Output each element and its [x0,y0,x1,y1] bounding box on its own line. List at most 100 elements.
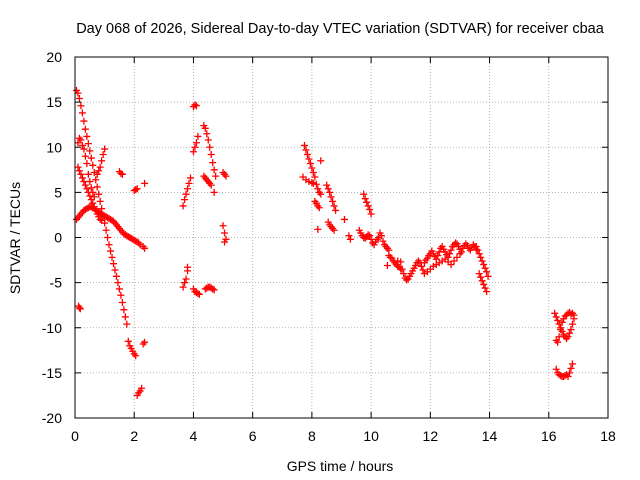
data-point-marker [80,178,88,186]
data-point-marker [212,172,220,180]
data-point-marker [195,290,203,298]
data-point-marker [398,265,406,273]
data-point-marker [194,132,202,140]
data-point-marker [567,326,575,334]
data-point-marker [330,226,338,234]
data-point-marker [95,167,103,175]
data-point-marker [184,267,192,275]
data-point-marker [189,148,197,156]
data-point-marker [340,215,348,223]
data-point-marker [452,239,460,247]
data-point-marker [555,333,563,341]
data-point-marker [309,169,317,177]
data-point-marker [480,280,488,288]
data-point-marker [367,235,375,243]
data-point-marker [105,241,113,249]
data-point-marker [192,102,200,110]
data-point-marker [181,196,189,204]
data-point-marker [101,145,109,153]
data-point-marker [366,206,374,214]
data-point-marker [96,215,104,223]
data-point-marker [563,311,571,319]
data-point-marker [434,252,442,260]
axis-ticks [74,56,609,419]
data-point-marker [456,250,464,258]
x-tick-label: 4 [190,428,198,444]
data-point-marker [83,132,91,140]
x-tick-label: 6 [249,428,257,444]
data-point-marker [311,173,319,181]
data-point-marker [89,188,97,196]
data-point-marker [81,125,89,133]
data-point-marker [191,143,199,151]
data-point-marker [446,250,454,258]
y-axis-label: SDTVAR / TECUs [7,182,23,294]
data-point-marker [78,141,86,149]
data-point-marker [87,184,95,192]
data-point-marker [564,333,572,341]
data-point-marker [477,273,485,281]
x-tick-label: 14 [482,428,498,444]
data-point-marker [114,279,122,287]
data-point-marker [566,369,574,377]
data-point-marker [566,329,574,337]
data-point-marker [560,315,568,323]
data-point-marker [386,253,394,261]
data-point-marker [450,257,458,265]
data-point-marker [308,164,316,172]
data-point-marker [206,143,214,151]
data-point-marker [323,181,331,189]
data-point-marker [120,306,128,314]
data-point-marker [201,124,209,132]
data-point-marker [557,326,565,334]
data-point-marker [83,159,91,167]
data-point-marker [558,318,566,326]
data-point-marker [453,253,461,261]
data-point-marker [194,289,202,297]
data-point-marker [219,222,227,230]
data-point-marker [192,139,200,147]
data-point-marker [481,284,489,292]
data-point-marker [483,288,491,296]
data-point-marker [84,170,92,178]
data-point-marker [314,225,322,233]
data-point-marker [303,150,311,158]
data-point-marker [182,275,190,283]
data-point-marker [141,244,149,252]
data-point-marker [300,141,308,149]
data-point-marker [567,364,575,372]
y-tick-label: 20 [46,49,62,65]
data-point-marker [191,101,199,109]
data-point-marker [138,384,146,392]
data-point-marker [435,248,443,256]
data-point-marker [132,186,140,194]
x-tick-label: 10 [363,428,379,444]
data-point-marker [327,193,335,201]
data-point-marker [367,210,375,218]
data-point-marker [74,89,82,97]
data-point-marker [98,216,106,224]
data-point-marker [317,190,325,198]
data-point-marker [552,365,560,373]
data-points [72,86,578,399]
data-point-marker [474,246,482,254]
data-point-marker [133,185,141,193]
data-point-marker [109,260,117,268]
x-axis-label: GPS time / hours [287,458,394,474]
data-point-marker [186,174,194,182]
data-point-marker [317,157,325,165]
y-tick-label: -20 [42,410,62,426]
data-point-marker [141,338,149,346]
y-tick-label: -10 [42,320,62,336]
y-tick-label: -5 [50,275,63,291]
data-point-marker [179,283,187,291]
data-point-marker [207,181,215,189]
data-point-marker [115,285,123,293]
data-point-marker [221,229,229,237]
data-point-marker [86,192,94,200]
data-point-marker [118,170,126,178]
data-point-marker [89,161,97,169]
y-tick-label: -15 [42,365,62,381]
chart-title: Day 068 of 2026, Sidereal Day-to-day VTE… [76,21,605,37]
data-point-marker [81,152,89,160]
